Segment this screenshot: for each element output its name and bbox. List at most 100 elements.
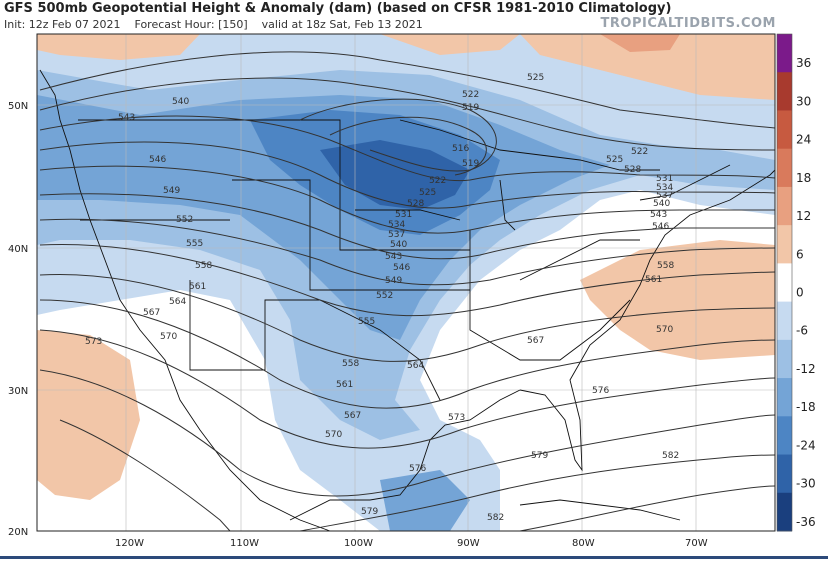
contour-label: 534 — [656, 183, 673, 193]
longitude-labels: 120W 110W 100W 90W 80W 70W — [115, 538, 708, 549]
colorbar-swatch — [777, 301, 792, 341]
colorbar-label: 6 — [796, 247, 804, 261]
contour-label: 528 — [624, 165, 641, 175]
contour-label: 555 — [358, 317, 375, 327]
contour-label: 534 — [388, 220, 405, 230]
contour-label: 540 — [653, 199, 670, 209]
contour-label: 528 — [407, 199, 424, 209]
colorbar-label: -6 — [796, 324, 808, 338]
anomaly-shading — [37, 34, 775, 531]
page-title: GFS 500mb Geopotential Height & Anomaly … — [4, 1, 672, 16]
colorbar-swatch — [777, 378, 792, 417]
contour-label: 525 — [527, 73, 544, 83]
brand-logo: TROPICALTIDBITS.COM — [600, 16, 776, 31]
colorbar-swatch — [777, 339, 792, 379]
contour-label: 546 — [393, 263, 410, 273]
contour-label: 558 — [657, 261, 674, 271]
contour-label: 552 — [376, 291, 393, 301]
contour-labels: 525 522 519 516 519 522 525 528 531 534 … — [85, 73, 679, 523]
lat-label: 40N — [8, 244, 28, 255]
colorbar-frame — [776, 33, 793, 532]
lon-label: 90W — [457, 538, 480, 549]
contour-label: 558 — [195, 261, 212, 271]
contour-label: 522 — [631, 147, 648, 157]
contour-label: 516 — [452, 144, 469, 154]
contour-label: 537 — [388, 230, 405, 240]
contour-label: 561 — [645, 275, 662, 285]
colorbar-swatch — [777, 492, 792, 532]
colorbar-label: 36 — [796, 56, 811, 70]
contour-label: 522 — [429, 176, 446, 186]
contour-label: 570 — [160, 332, 177, 342]
contour-label: 525 — [606, 155, 623, 165]
colorbar: 36 30 24 18 12 6 0 -6 -12 -18 -24 -30 -36 — [776, 33, 816, 532]
colorbar-label: 24 — [796, 133, 811, 147]
init-time: Init: 12z Feb 07 2021 — [4, 18, 121, 31]
contour-label: 519 — [462, 103, 479, 113]
contour-label: 576 — [592, 386, 609, 396]
contour-label: 555 — [186, 239, 203, 249]
contour-label: 576 — [409, 464, 426, 474]
contour-label: 570 — [325, 430, 342, 440]
colorbar-label: -36 — [796, 515, 816, 529]
colorbar-label: 12 — [796, 209, 811, 223]
contour-label: 564 — [407, 361, 424, 371]
latitude-labels: 50N 40N 30N 20N — [8, 101, 28, 538]
colorbar-label: -30 — [796, 477, 816, 491]
map-frame — [36, 33, 776, 532]
lat-lon-grid — [37, 34, 775, 531]
forecast-hour: Forecast Hour: [150] — [134, 18, 248, 31]
colorbar-swatch — [777, 263, 792, 303]
colorbar-swatch — [777, 454, 792, 494]
coastlines-and-borders — [39, 69, 776, 532]
contour-label: 549 — [385, 276, 402, 286]
colorbar-swatch — [777, 416, 792, 456]
contour-label: 525 — [419, 188, 436, 198]
contour-label: 519 — [462, 159, 479, 169]
contour-label: 531 — [656, 174, 673, 184]
colorbar-swatch — [777, 148, 792, 188]
run-info: Init: 12z Feb 07 2021 Forecast Hour: [15… — [4, 18, 423, 31]
lon-label: 80W — [572, 538, 595, 549]
contour-label: 567 — [143, 308, 160, 318]
colorbar-label: -24 — [796, 438, 816, 452]
contour-label: 540 — [172, 97, 189, 107]
contour-label: 543 — [385, 252, 402, 262]
lon-label: 70W — [685, 538, 708, 549]
contour-label: 570 — [656, 325, 673, 335]
colorbar-swatch — [777, 225, 792, 264]
contour-label: 558 — [342, 359, 359, 369]
lat-label: 50N — [8, 101, 28, 112]
contour-label: 582 — [662, 451, 679, 461]
lon-label: 100W — [344, 538, 373, 549]
contour-label: 549 — [163, 186, 180, 196]
contour-label: 579 — [531, 451, 548, 461]
colorbar-swatch — [777, 72, 792, 111]
footer-rule — [0, 556, 828, 559]
colorbar-label: -12 — [796, 362, 816, 376]
colorbar-swatch — [777, 110, 792, 150]
contour-label: 546 — [652, 222, 669, 232]
colorbar-swatch — [777, 34, 792, 73]
contour-label: 582 — [487, 513, 504, 523]
colorbar-label: 0 — [796, 286, 804, 300]
contour-label: 573 — [85, 337, 102, 347]
contour-label: 543 — [118, 113, 135, 123]
valid-time: valid at 18z Sat, Feb 13 2021 — [261, 18, 423, 31]
contour-label: 531 — [395, 210, 412, 220]
lon-label: 110W — [230, 538, 259, 549]
contour-label: 546 — [149, 155, 166, 165]
lat-label: 30N — [8, 386, 28, 397]
contour-label: 561 — [189, 282, 206, 292]
contour-label: 522 — [462, 90, 479, 100]
contour-label: 567 — [344, 411, 361, 421]
lat-label: 20N — [8, 527, 28, 538]
contour-label: 537 — [656, 191, 673, 201]
colorbar-label: 30 — [796, 94, 811, 108]
contour-label: 540 — [390, 240, 407, 250]
lon-label: 120W — [115, 538, 144, 549]
colorbar-label: 18 — [796, 171, 811, 185]
contour-label: 564 — [169, 297, 186, 307]
colorbar-swatch — [777, 186, 792, 226]
